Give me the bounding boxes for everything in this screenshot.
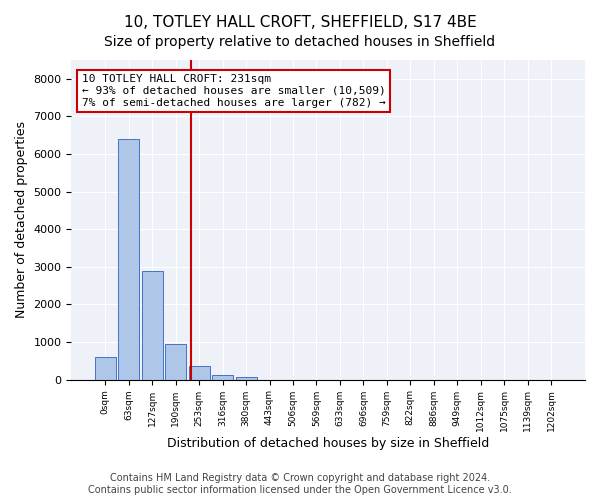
Text: 10, TOTLEY HALL CROFT, SHEFFIELD, S17 4BE: 10, TOTLEY HALL CROFT, SHEFFIELD, S17 4B…	[124, 15, 476, 30]
Text: Size of property relative to detached houses in Sheffield: Size of property relative to detached ho…	[104, 35, 496, 49]
Bar	[95, 357, 116, 380]
Bar	[212, 374, 233, 380]
X-axis label: Distribution of detached houses by size in Sheffield: Distribution of detached houses by size …	[167, 437, 490, 450]
Text: Contains HM Land Registry data © Crown copyright and database right 2024.
Contai: Contains HM Land Registry data © Crown c…	[88, 474, 512, 495]
Bar	[118, 139, 139, 380]
Text: 10 TOTLEY HALL CROFT: 231sqm
← 93% of detached houses are smaller (10,509)
7% of: 10 TOTLEY HALL CROFT: 231sqm ← 93% of de…	[82, 74, 385, 108]
Bar	[142, 270, 163, 380]
Y-axis label: Number of detached properties: Number of detached properties	[15, 122, 28, 318]
Bar	[165, 344, 186, 380]
Bar	[236, 377, 257, 380]
Bar	[188, 366, 210, 380]
